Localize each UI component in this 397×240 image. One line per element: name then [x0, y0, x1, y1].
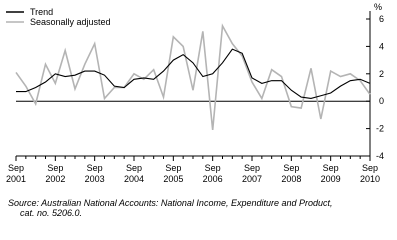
x-tick-label-line: Sep: [47, 163, 63, 173]
x-tick-label-line: 2006: [203, 174, 223, 184]
x-tick-label: Sep 2001: [6, 163, 26, 184]
x-tick-label: Sep 2004: [124, 163, 144, 184]
legend-label: Trend: [30, 7, 53, 17]
x-tick-label-line: 2010: [360, 174, 380, 184]
source-line: Source: Australian National Accounts: Na…: [8, 198, 333, 208]
y-tick-label: 2: [379, 69, 384, 79]
x-tick-label: Sep 2002: [45, 163, 65, 184]
x-tick-label-line: Sep: [87, 163, 103, 173]
x-tick-label-line: 2001: [6, 174, 26, 184]
x-tick-label-line: 2008: [281, 174, 301, 184]
x-tick-label-line: 2004: [124, 174, 144, 184]
x-tick-label-line: Sep: [244, 163, 260, 173]
x-tick-label-line: 2005: [163, 174, 183, 184]
x-tick-label-line: Sep: [323, 163, 339, 173]
y-unit: %: [374, 2, 382, 12]
x-tick-label-line: Sep: [126, 163, 142, 173]
x-tick-label: Sep 2003: [85, 163, 105, 184]
x-tick-label-line: 2007: [242, 174, 262, 184]
x-tick-label-line: Sep: [8, 163, 24, 173]
series-line: [15, 23, 371, 131]
x-tick-label: Sep 2006: [203, 163, 223, 184]
x-tick-label-line: 2009: [321, 174, 341, 184]
x-tick-label-line: Sep: [165, 163, 181, 173]
x-tick-label-line: 2002: [45, 174, 65, 184]
x-tick-label-line: Sep: [362, 163, 378, 173]
y-tick-label: -4: [376, 151, 384, 161]
y-tick-label: 4: [379, 41, 384, 51]
x-tick-label-line: Sep: [205, 163, 221, 173]
x-tick-label-line: Sep: [283, 163, 299, 173]
x-tick-label: Sep 2008: [281, 163, 301, 184]
x-tick-label: Sep 2005: [163, 163, 183, 184]
x-tick-label: Sep 2009: [321, 163, 341, 184]
y-tick-label: -2: [376, 124, 384, 134]
series-line: [16, 48, 371, 100]
legend-label: Seasonally adjusted: [30, 17, 111, 27]
y-tick-label: 0: [379, 96, 384, 106]
x-tick-label-line: 2003: [85, 174, 105, 184]
chart: % Source: Australian National Accounts: …: [6, 2, 384, 218]
y-tick-label: 6: [379, 14, 384, 24]
source-line: cat. no. 5206.0.: [20, 208, 82, 218]
x-tick-label: Sep 2007: [242, 163, 262, 184]
x-tick-label: Sep 2010: [360, 163, 380, 184]
